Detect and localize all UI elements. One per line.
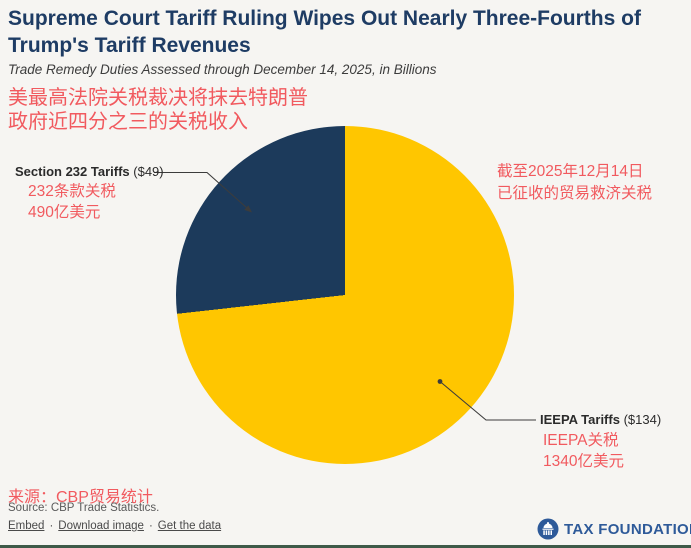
chinese-heading-line2: 政府近四分之三的关税收入 [8, 111, 248, 133]
label-ieepa: IEEPA Tariffs ($134) [540, 412, 661, 427]
chart-subtitle: Trade Remedy Duties Assessed through Dec… [8, 62, 437, 77]
source-note: Source: CBP Trade Statistics. [8, 502, 160, 514]
get-the-data-link[interactable]: Get the data [157, 520, 222, 532]
bottom-border-bar [0, 545, 691, 548]
label-section232-value: ($49) [133, 164, 164, 179]
chinese-heading: 美最高法院关税裁决将抹去特朗普 政府近四分之三的关税收入 [8, 86, 308, 134]
link-separator: · [49, 520, 54, 532]
logo-text: TAX FOUNDATION [564, 520, 691, 538]
chart-title: Supreme Court Tariff Ruling Wipes Out Ne… [8, 7, 641, 57]
right-annotation-line1: 截至2025年12月14日 [497, 163, 644, 180]
label-section232-name: Section 232 Tariffs [15, 164, 130, 179]
tax-foundation-logo: TAX FOUNDATION [537, 518, 691, 540]
label-section232-zh-line1: 232条款关税 [28, 183, 116, 200]
label-section232: Section 232 Tariffs ($49) [15, 164, 164, 179]
label-ieepa-name: IEEPA Tariffs [540, 412, 620, 427]
label-section232-zh-line2: 490亿美元 [28, 203, 101, 221]
embed-link[interactable]: Embed [8, 520, 45, 532]
source-note-zh: 来源：CBP贸易统计 [8, 489, 153, 506]
label-section232-zh: 232条款关税 490亿美元 [28, 182, 116, 223]
label-ieepa-zh-line2: 1340亿美元 [543, 452, 624, 470]
right-annotation-line2: 已征收的贸易救济关税 [497, 185, 653, 202]
label-ieepa-value: ($134) [623, 412, 662, 427]
label-ieepa-zh: IEEPA关税 1340亿美元 [543, 431, 624, 472]
download-image-link[interactable]: Download image [58, 520, 144, 532]
right-annotation: 截至2025年12月14日 已征收的贸易救济关税 [497, 161, 652, 205]
capitol-dome-icon [537, 518, 559, 540]
label-ieepa-zh-line1: IEEPA关税 [543, 432, 619, 449]
chinese-heading-line1: 美最高法院关税裁决将抹去特朗普 [8, 87, 308, 109]
link-separator: · [148, 520, 153, 532]
footer-links: Embed · Download image · Get the data [8, 520, 221, 532]
pie-chart [176, 126, 514, 464]
